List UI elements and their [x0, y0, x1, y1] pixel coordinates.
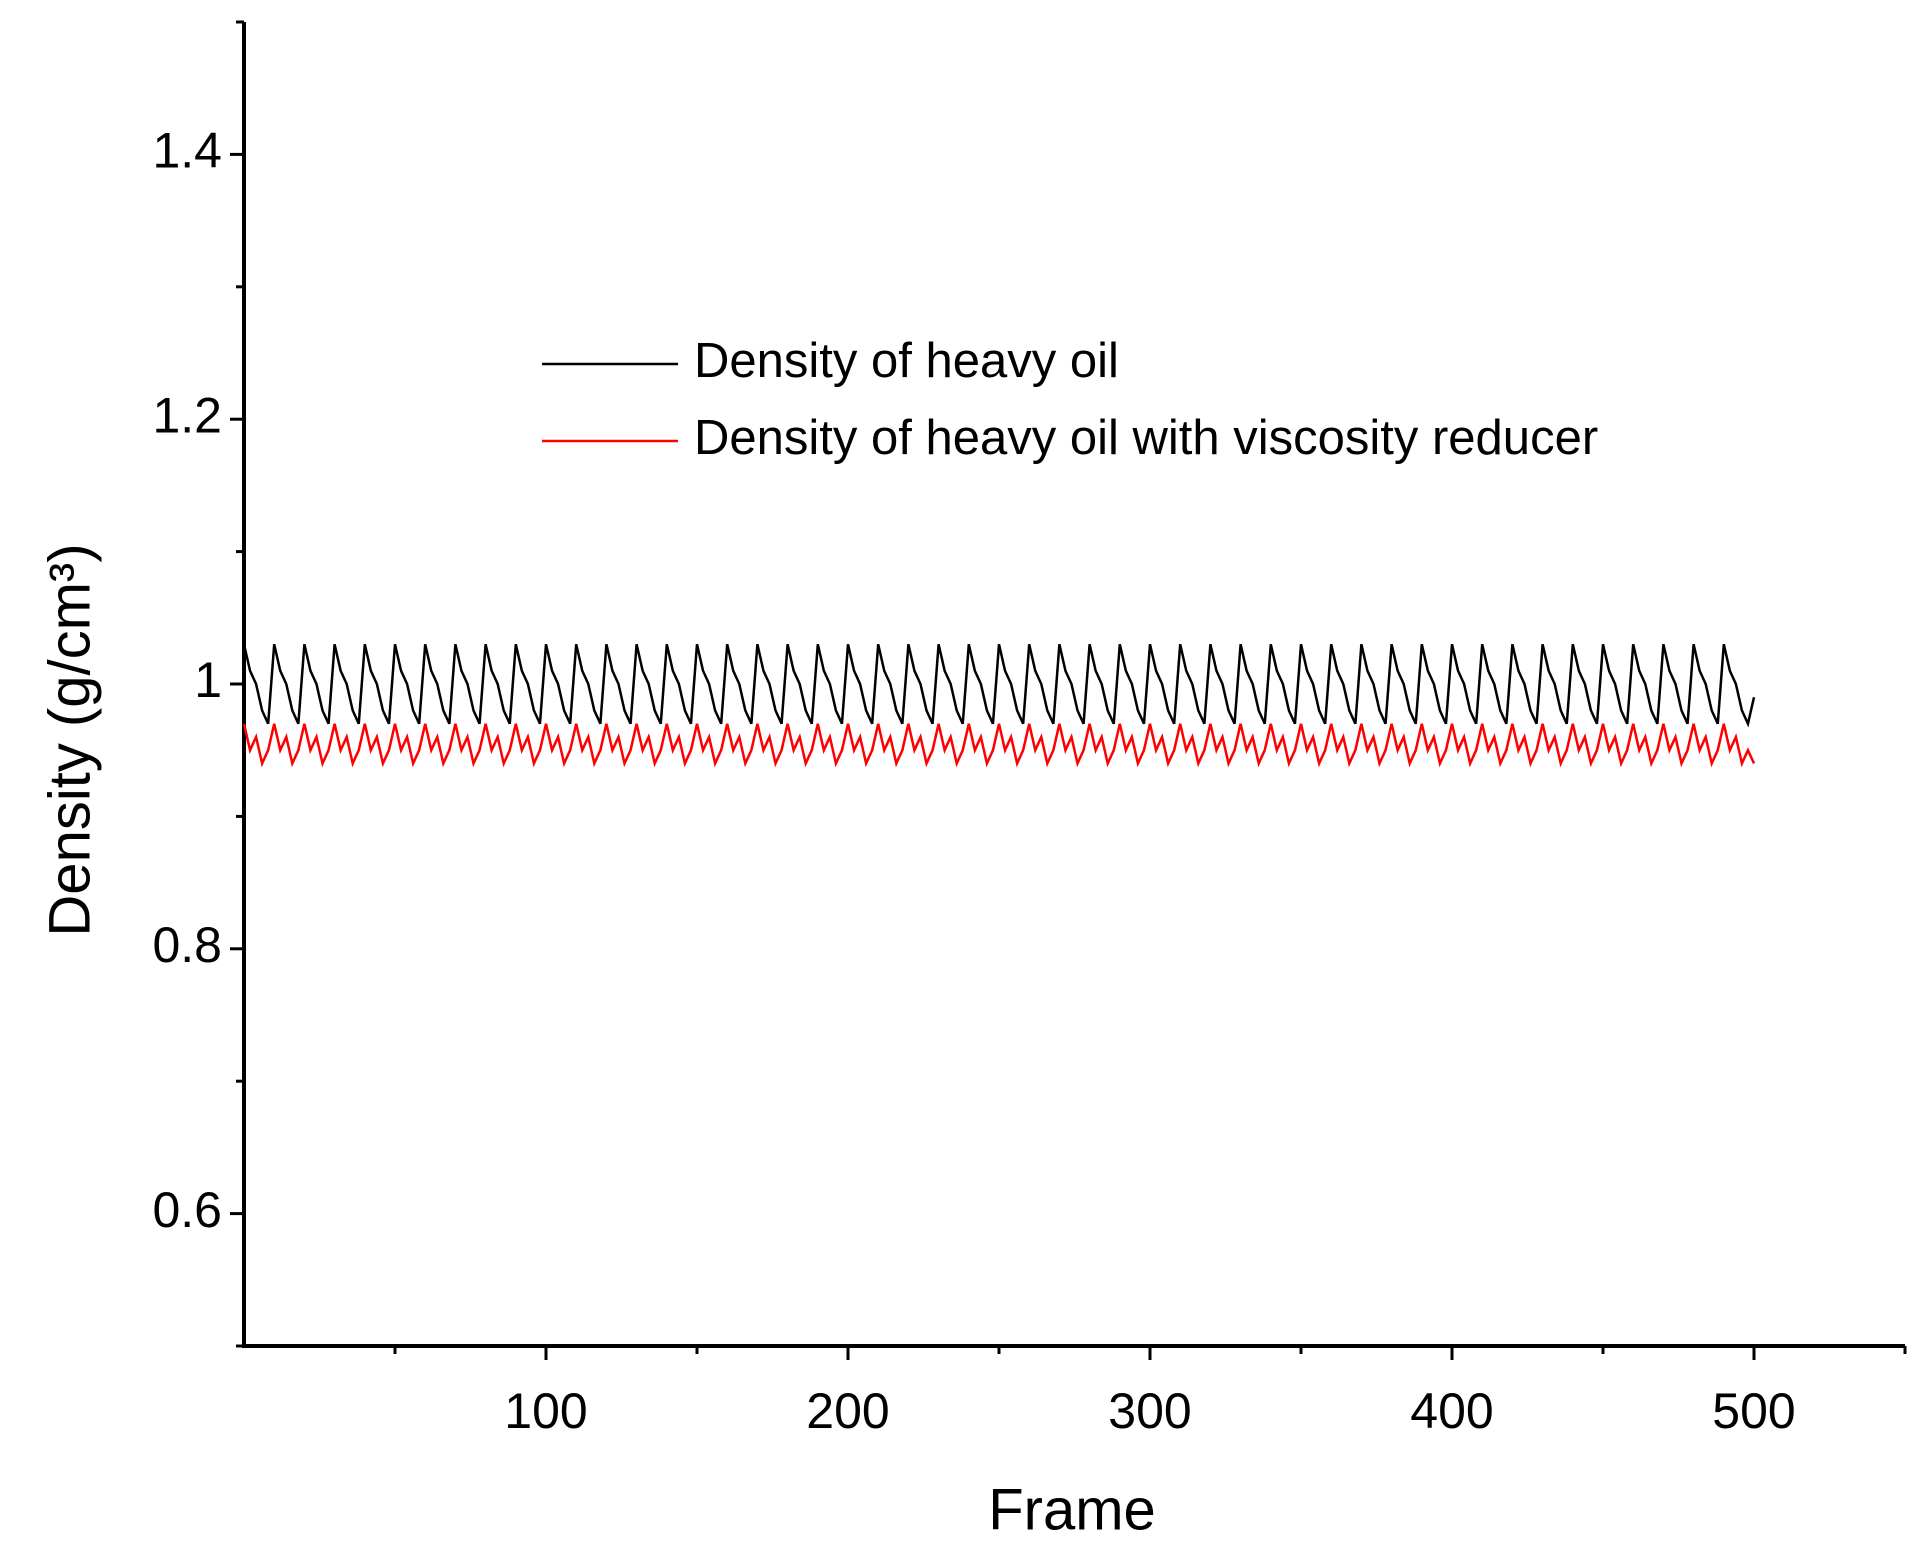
x-tick-label: 500: [1712, 1383, 1795, 1439]
x-tick-label: 100: [504, 1383, 587, 1439]
x-tick-label: 200: [806, 1383, 889, 1439]
y-axis-label: Density (g/cm³): [37, 543, 102, 936]
x-tick-label: 300: [1108, 1383, 1191, 1439]
data-line: [242, 644, 1756, 728]
y-tick-label: 0.6: [152, 1182, 222, 1238]
legend-label: Density of heavy oil with viscosity redu…: [694, 411, 1598, 465]
legend-label: Density of heavy oil: [694, 334, 1119, 388]
y-tick-label: 1.4: [152, 123, 222, 179]
y-tick-label: 1: [194, 652, 222, 708]
x-axis-label: Frame: [988, 1477, 1156, 1542]
x-tick-label: 400: [1410, 1383, 1493, 1439]
data-line: [242, 723, 1756, 768]
y-tick-label: 1.2: [152, 387, 222, 443]
y-tick-label: 0.8: [152, 917, 222, 973]
